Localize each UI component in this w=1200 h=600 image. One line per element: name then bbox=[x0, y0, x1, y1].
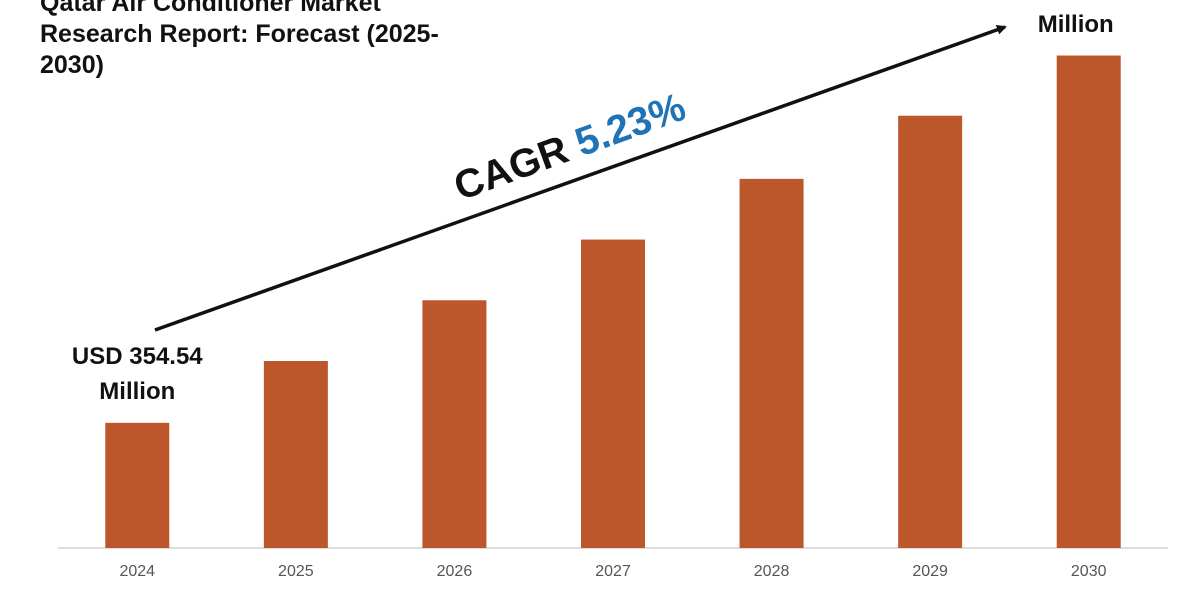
bar bbox=[898, 115, 963, 548]
x-tick-label: 2028 bbox=[754, 563, 790, 580]
x-tick-label: 2027 bbox=[595, 563, 631, 580]
chart-title: Qatar Air Conditioner Market Research Re… bbox=[40, 0, 439, 79]
x-tick-label: 2026 bbox=[437, 563, 473, 580]
bar bbox=[105, 422, 170, 548]
value-label: USD 354.54 Million bbox=[71, 342, 203, 405]
bar bbox=[263, 361, 328, 548]
x-tick-label: 2024 bbox=[119, 563, 155, 580]
x-tick-label: 2030 bbox=[1071, 563, 1107, 580]
bar bbox=[581, 239, 645, 549]
bar bbox=[739, 178, 804, 548]
trend-arrow bbox=[154, 24, 1007, 332]
x-tick-label: 2025 bbox=[278, 563, 314, 580]
x-tick-label: 2029 bbox=[912, 563, 948, 580]
value-label: USD 505.78 Million bbox=[1010, 0, 1141, 38]
bar bbox=[1056, 55, 1121, 548]
bar bbox=[422, 300, 487, 548]
